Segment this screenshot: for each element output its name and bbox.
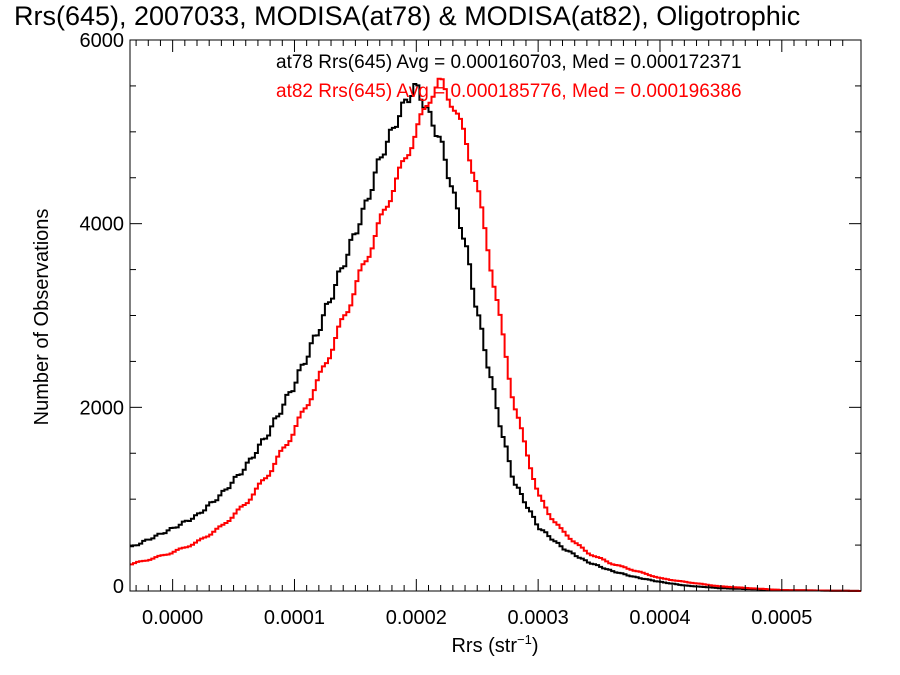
x-tick-label: 0.0000 (142, 607, 203, 629)
x-axis-label-close: ) (532, 635, 539, 657)
series-at82-histogram (130, 77, 861, 592)
x-axis-label: Rrs (str−1) (451, 632, 538, 657)
x-axis-label-base: Rrs (str (451, 635, 517, 657)
plot-series-group (130, 77, 861, 592)
x-tick-label: 0.0001 (264, 607, 325, 629)
y-axis-label: Number of Observations (31, 209, 53, 426)
y-tick-label: 0 (113, 576, 124, 598)
x-tick-label: 0.0005 (751, 607, 812, 629)
y-tick-label: 2000 (80, 397, 125, 419)
y-tick-label: 6000 (80, 30, 125, 52)
x-tick-label: 0.0002 (386, 607, 447, 629)
y-tick-label: 4000 (80, 214, 125, 236)
series-at78-histogram (130, 83, 861, 592)
chart-title: Rrs(645), 2007033, MODISA(at78) & MODISA… (14, 1, 800, 31)
x-tick-label: 0.0003 (508, 607, 569, 629)
at78-annotation: at78 Rrs(645) Avg = 0.000160703, Med = 0… (276, 52, 742, 73)
x-tick-label: 0.0004 (629, 607, 690, 629)
axis-ticks: 0.0000 0.0001 0.0002 0.0003 0.0004 0.0005 0 200… (80, 30, 861, 629)
at82-annotation: at82 Rrs(645) Avg = 0.000185776, Med = 0… (276, 81, 742, 102)
x-axis-label-superscript: −1 (517, 632, 532, 647)
